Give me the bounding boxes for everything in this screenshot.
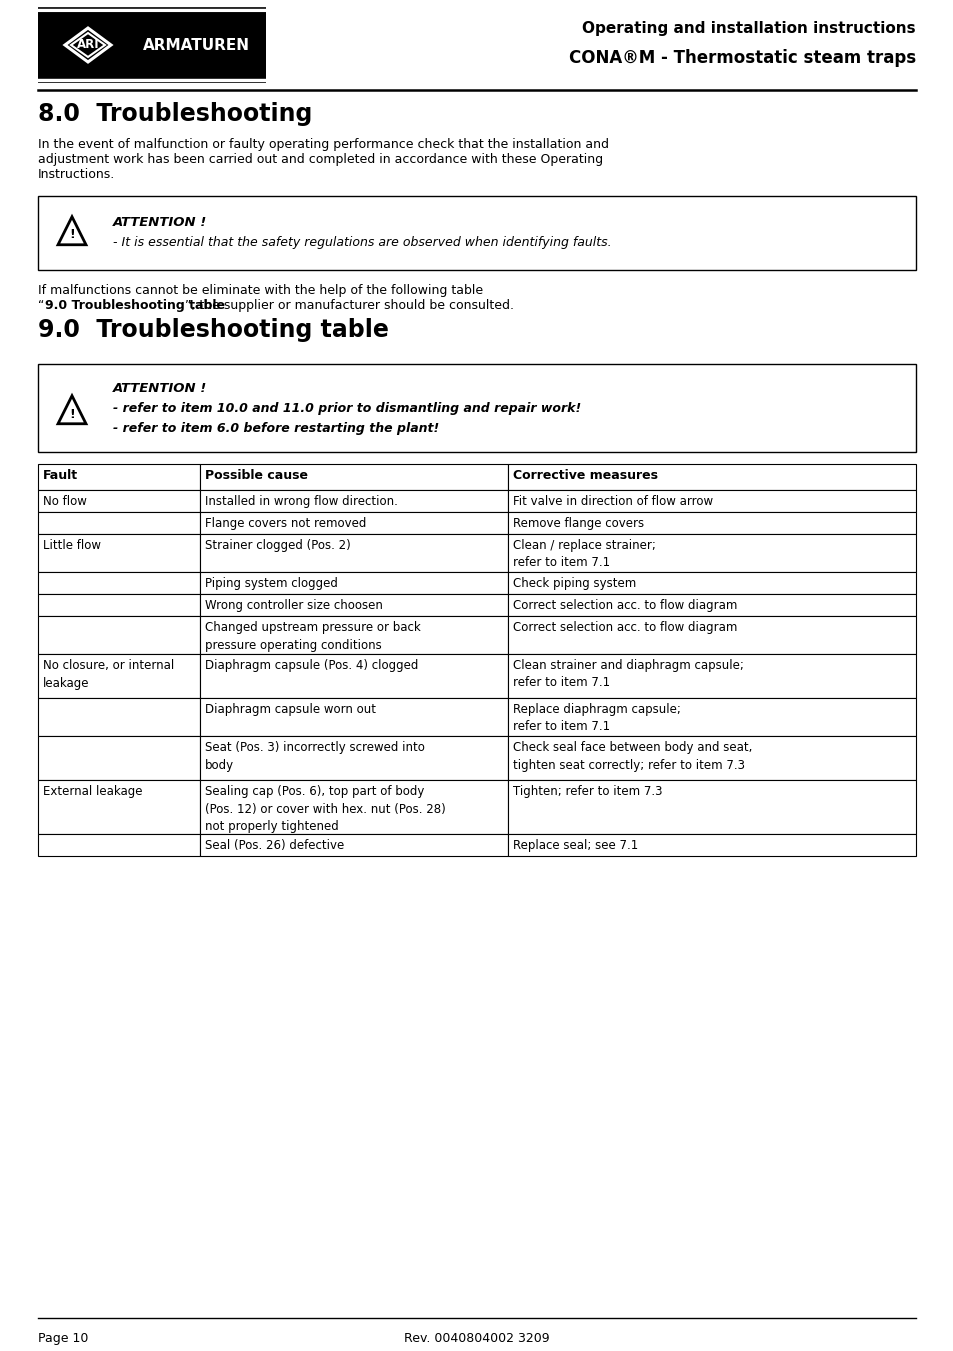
Text: External leakage: External leakage [43,785,142,798]
Bar [38,698,200,736]
Text: 9.0  Troubleshooting table: 9.0 Troubleshooting table [38,317,389,342]
Bar [200,490,507,512]
Bar [38,594,200,616]
Text: Replace seal; see 7.1: Replace seal; see 7.1 [513,839,638,852]
Bar [507,490,915,512]
Bar [38,490,200,512]
Bar [38,834,200,857]
Text: “: “ [38,299,45,312]
Bar [200,512,507,534]
Text: Correct selection acc. to flow diagram: Correct selection acc. to flow diagram [513,621,737,634]
Text: !: ! [69,228,74,242]
Text: Clean / replace strainer;
refer to item 7.1: Clean / replace strainer; refer to item … [513,539,655,570]
Text: ARMATUREN: ARMATUREN [143,38,250,53]
Text: adjustment work has been carried out and completed in accordance with these Oper: adjustment work has been carried out and… [38,153,602,166]
Text: ”, the supplier or manufacturer should be consulted.: ”, the supplier or manufacturer should b… [185,299,514,312]
Text: Wrong controller size choosen: Wrong controller size choosen [205,598,382,612]
Bar [507,512,915,534]
Bar [200,534,507,571]
Text: Sealing cap (Pos. 6), top part of body
(Pos. 12) or cover with hex. nut (Pos. 28: Sealing cap (Pos. 6), top part of body (… [205,785,445,834]
Text: Page 10: Page 10 [38,1332,89,1346]
Bar [200,571,507,594]
Bar [200,654,507,698]
Text: Operating and installation instructions: Operating and installation instructions [581,20,915,35]
Text: Remove flange covers: Remove flange covers [513,517,643,530]
Text: In the event of malfunction or faulty operating performance check that the insta: In the event of malfunction or faulty op… [38,138,608,151]
Bar [507,571,915,594]
Bar [200,698,507,736]
Text: Possible cause: Possible cause [205,469,308,482]
Text: Seat (Pos. 3) incorrectly screwed into
body: Seat (Pos. 3) incorrectly screwed into b… [205,740,424,771]
Bar [507,616,915,654]
Text: Diaphragm capsule worn out: Diaphragm capsule worn out [205,703,375,716]
Bar [200,616,507,654]
Bar [200,834,507,857]
Text: !: ! [69,408,74,420]
Bar [38,12,266,78]
Text: Clean strainer and diaphragm capsule;
refer to item 7.1: Clean strainer and diaphragm capsule; re… [513,659,743,689]
Bar [38,363,915,453]
Bar [507,834,915,857]
Bar [507,780,915,834]
Text: Correct selection acc. to flow diagram: Correct selection acc. to flow diagram [513,598,737,612]
Text: 9.0 Troubleshooting table: 9.0 Troubleshooting table [45,299,225,312]
Bar [200,780,507,834]
Text: ATTENTION !: ATTENTION ! [112,382,207,394]
Text: Corrective measures: Corrective measures [513,469,658,482]
Text: ATTENTION !: ATTENTION ! [112,216,207,230]
Text: Fault: Fault [43,469,78,482]
Text: Replace diaphragm capsule;
refer to item 7.1: Replace diaphragm capsule; refer to item… [513,703,680,734]
Text: Check piping system: Check piping system [513,577,636,590]
Text: Diaphragm capsule (Pos. 4) clogged: Diaphragm capsule (Pos. 4) clogged [205,659,418,671]
Text: Rev. 0040804002 3209: Rev. 0040804002 3209 [404,1332,549,1346]
Text: 8.0  Troubleshooting: 8.0 Troubleshooting [38,101,312,126]
Bar [507,654,915,698]
Text: If malfunctions cannot be eliminate with the help of the following table: If malfunctions cannot be eliminate with… [38,284,482,297]
Text: Piping system clogged: Piping system clogged [205,577,337,590]
Text: Seal (Pos. 26) defective: Seal (Pos. 26) defective [205,839,344,852]
Bar [507,698,915,736]
Bar [200,594,507,616]
Bar [38,616,200,654]
Bar [200,463,507,490]
Bar [38,736,200,780]
Bar [507,736,915,780]
Text: - refer to item 10.0 and 11.0 prior to dismantling and repair work!: - refer to item 10.0 and 11.0 prior to d… [112,403,580,415]
Text: Flange covers not removed: Flange covers not removed [205,517,366,530]
Bar [200,736,507,780]
Bar [38,463,200,490]
Text: Installed in wrong flow direction.: Installed in wrong flow direction. [205,494,397,508]
Text: CONA®M - Thermostatic steam traps: CONA®M - Thermostatic steam traps [568,49,915,68]
Bar [38,512,200,534]
Bar [38,196,915,270]
Bar [38,780,200,834]
Text: No closure, or internal
leakage: No closure, or internal leakage [43,659,174,689]
Text: Little flow: Little flow [43,539,101,553]
Bar [507,463,915,490]
Text: No flow: No flow [43,494,87,508]
Text: Instructions.: Instructions. [38,168,115,181]
Bar [38,534,200,571]
Bar [38,654,200,698]
Text: Changed upstream pressure or back
pressure operating conditions: Changed upstream pressure or back pressu… [205,621,420,651]
Bar [507,594,915,616]
Bar [507,534,915,571]
Bar [38,571,200,594]
Text: - It is essential that the safety regulations are observed when identifying faul: - It is essential that the safety regula… [112,236,611,249]
Text: - refer to item 6.0 before restarting the plant!: - refer to item 6.0 before restarting th… [112,422,438,435]
Text: Strainer clogged (Pos. 2): Strainer clogged (Pos. 2) [205,539,351,553]
Text: Check seal face between body and seat,
tighten seat correctly; refer to item 7.3: Check seal face between body and seat, t… [513,740,752,771]
Text: Fit valve in direction of flow arrow: Fit valve in direction of flow arrow [513,494,713,508]
Text: ARI: ARI [76,38,99,51]
Text: Tighten; refer to item 7.3: Tighten; refer to item 7.3 [513,785,661,798]
